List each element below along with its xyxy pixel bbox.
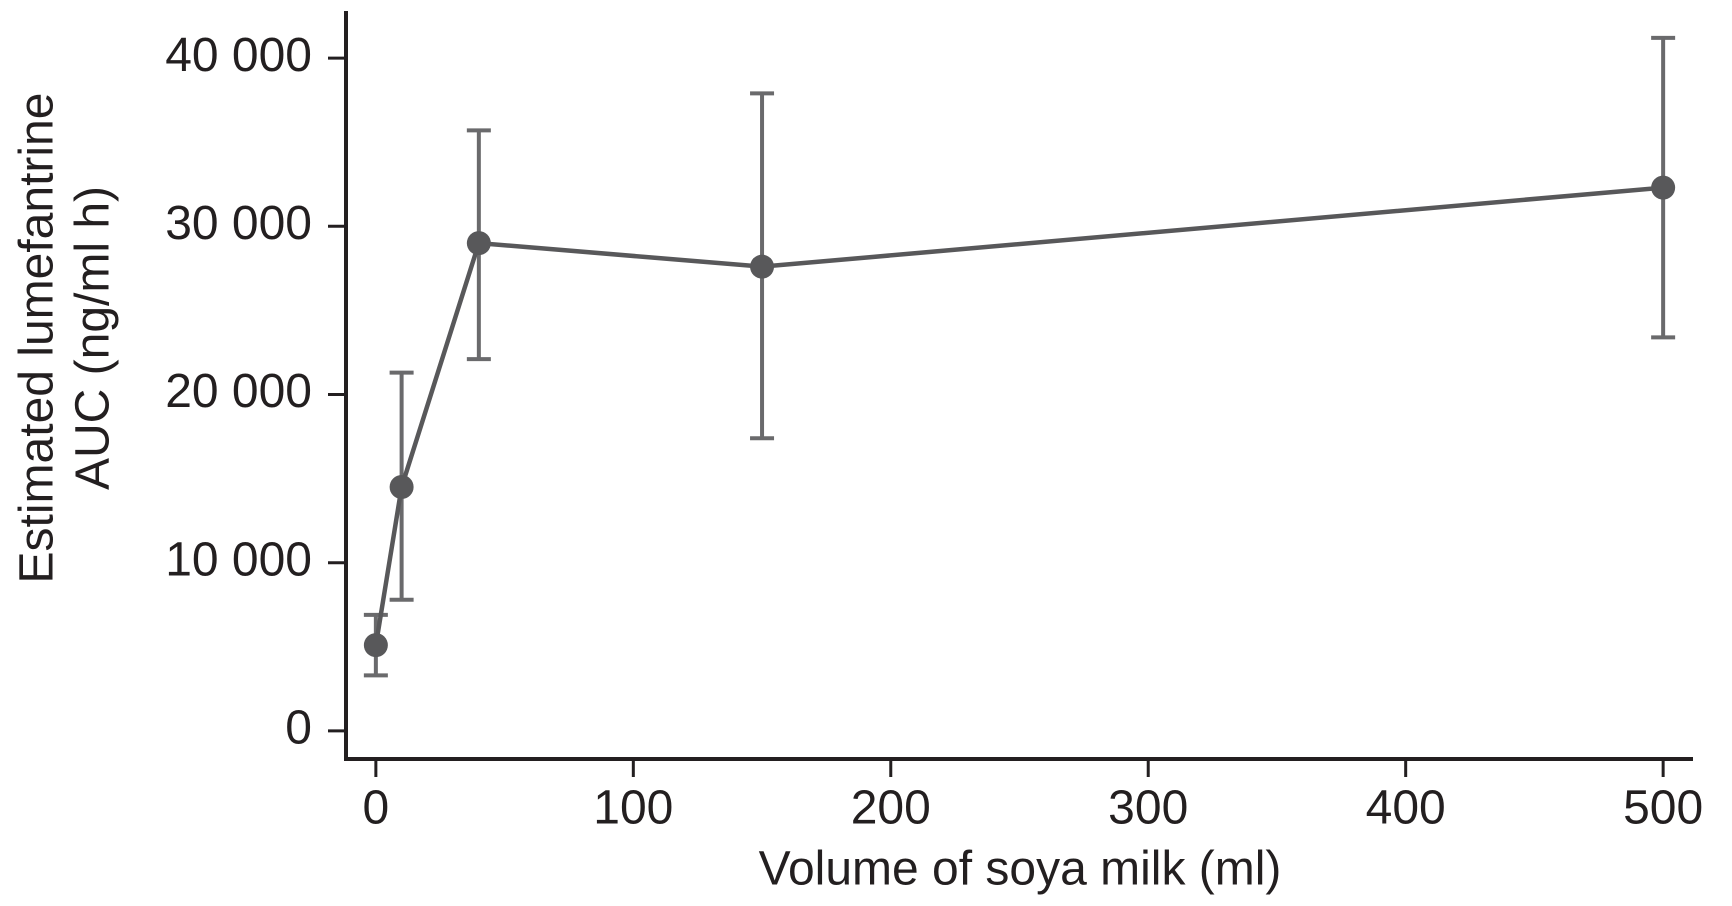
y-axis-label: Estimated lumefantrine — [11, 93, 64, 584]
x-tick-label: 500 — [1623, 782, 1703, 835]
x-axis-label: Volume of soya milk (ml) — [759, 843, 1282, 896]
x-tick-label: 100 — [593, 782, 673, 835]
x-tick-label: 200 — [851, 782, 931, 835]
data-point — [363, 633, 388, 658]
data-point — [466, 231, 491, 256]
data-point — [389, 475, 414, 500]
y-axis-label: AUC (ng/ml h) — [67, 186, 120, 490]
x-tick-label: 400 — [1366, 782, 1446, 835]
y-tick-label: 0 — [285, 702, 312, 755]
y-tick-label: 40 000 — [165, 29, 312, 82]
data-line — [373, 185, 1664, 646]
data-point — [1651, 175, 1676, 200]
x-tick-label: 0 — [363, 782, 390, 835]
y-tick-label: 20 000 — [165, 365, 312, 418]
data-point — [750, 254, 775, 279]
y-tick-label: 10 000 — [165, 533, 312, 586]
x-tick-label: 300 — [1108, 782, 1188, 835]
y-tick-label: 30 000 — [165, 197, 312, 250]
